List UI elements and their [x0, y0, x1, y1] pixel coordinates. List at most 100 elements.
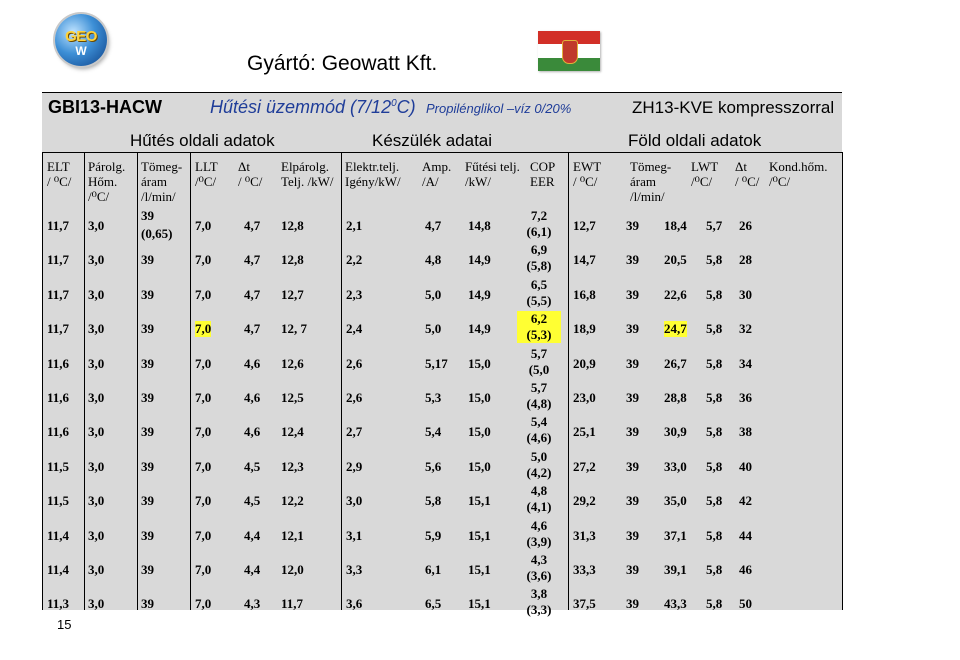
column-header-line: /⁰C/	[88, 189, 110, 204]
cell-gdt: 5,8	[706, 424, 723, 440]
column-header-line: Fűtési telj.	[465, 159, 520, 174]
cell-llt: 7,0	[195, 596, 212, 612]
cell-flow: 39	[141, 208, 154, 223]
column-divider	[137, 152, 138, 610]
cell-cond: 30	[739, 286, 752, 302]
cell-elt: 11,7	[47, 286, 70, 302]
column-header-line: /A/	[422, 174, 439, 189]
column-header: Amp./A/	[422, 159, 451, 189]
column-header-line: /⁰C/	[769, 174, 791, 189]
coat-of-arms-icon	[562, 40, 578, 64]
column-header: Elpárolg. Telj. /kW/	[281, 159, 334, 189]
cell-amp: 4,8	[425, 252, 442, 268]
cell-flow: 39	[141, 527, 154, 543]
cop-value: 4,3	[530, 552, 548, 567]
section-device-data: Készülék adatai	[372, 131, 493, 150]
column-header: Tömeg-áram/l/min/	[141, 159, 182, 204]
cell-dt: 4,5	[244, 458, 261, 474]
cell-gdt: 5,8	[706, 527, 723, 543]
cell-evap: 3,0	[88, 218, 105, 233]
column-divider	[84, 152, 85, 610]
cell-pow: 2,6	[346, 355, 363, 371]
cell-ewt: 16,8	[573, 286, 596, 302]
cop-value: 5,7	[530, 380, 548, 395]
cell-gdt: 5,8	[706, 252, 723, 268]
column-header-line: Tömeg-	[630, 159, 672, 174]
column-header-line: /l/min/	[630, 189, 665, 204]
header-divider	[42, 152, 842, 153]
eer-value: (3,6)	[526, 568, 552, 583]
cell-gflow: 39	[626, 562, 639, 577]
cell-ewt: 37,5	[573, 596, 596, 612]
cell-llt: 7,0	[195, 321, 212, 338]
cell-dt: 4,4	[244, 562, 261, 577]
cell-cop-eer: 5,4 (4,6)	[517, 414, 561, 446]
column-header-line: Párolg.	[88, 159, 126, 174]
cell-cond: 26	[739, 218, 752, 233]
cell-evap: 3,0	[88, 390, 105, 405]
cell-gdt: 5,8	[706, 390, 723, 405]
cell-pow: 2,9	[346, 458, 363, 474]
cell-cap: 12,7	[281, 286, 304, 302]
cell-dt: 4,7	[244, 286, 261, 302]
cell-evap: 3,0	[88, 424, 105, 440]
cell-lwt: 28,8	[664, 390, 687, 405]
column-header-line: LLT	[195, 159, 218, 174]
column-header-line: Telj. /kW/	[281, 174, 334, 189]
cop-value: 5,7	[530, 345, 548, 361]
logo-mark: W	[75, 44, 87, 58]
cell-pow: 2,7	[346, 424, 363, 440]
cell-lwt: 20,5	[664, 252, 687, 268]
cell-evap: 3,0	[88, 493, 105, 509]
cell-gflow: 39	[626, 218, 639, 233]
column-header: EWT / ⁰C/	[573, 159, 601, 189]
cell-heat: 15,1	[468, 527, 491, 543]
cell-cap: 11,7	[281, 596, 304, 612]
column-header-line: LWT	[691, 159, 719, 174]
cell-cop-eer: 4,6 (3,9)	[517, 518, 561, 550]
eer-value: (4,8)	[526, 396, 552, 411]
cell-dt: 4,7	[244, 252, 261, 268]
cell-lwt: 24,7	[664, 321, 687, 338]
cell-cond: 42	[739, 493, 752, 509]
column-header-line: áram	[630, 174, 656, 189]
column-header-line: COP	[530, 159, 556, 174]
column-header-line: / ⁰C/	[735, 174, 760, 189]
column-header-line: / ⁰C/	[573, 174, 598, 189]
cell-ewt: 23,0	[573, 390, 596, 405]
cell-llt: 7,0	[195, 458, 212, 474]
cell-dt: 4,5	[244, 493, 261, 509]
model-name: GBI13-HACW	[48, 97, 163, 117]
cell-gflow: 39	[626, 458, 639, 474]
cell-cop-eer: 6,5 (5,5)	[517, 277, 561, 309]
cell-ewt: 12,7	[573, 218, 596, 233]
cell-llt: 7,0	[195, 252, 212, 268]
cell-lwt: 18,4	[664, 218, 687, 233]
cell-evap: 3,0	[88, 286, 105, 302]
cell-elt: 11,7	[47, 321, 70, 337]
cell-gflow: 39	[626, 321, 639, 337]
column-header-line: Amp.	[422, 159, 452, 174]
cell-amp: 5,0	[425, 286, 442, 302]
cop-value: 4,8	[530, 483, 548, 499]
cell-pow: 2,3	[346, 286, 363, 302]
column-header: LWT/⁰C/	[691, 159, 718, 189]
cell-lwt: 43,3	[664, 596, 687, 612]
column-header-line: / ⁰C/	[47, 174, 72, 189]
cell-dt: 4,3	[244, 596, 261, 612]
cell-gdt: 5,8	[706, 596, 723, 612]
cell-heat: 15,1	[468, 493, 491, 509]
cell-llt: 7,0	[195, 493, 212, 509]
compressor-info: ZH13-KVE kompresszorral	[632, 98, 835, 117]
cell-cop-eer: 5,7 (5,0	[517, 346, 561, 378]
cell-ewt: 14,7	[573, 252, 596, 268]
cell-gdt: 5,7	[706, 218, 723, 233]
eer-value: (3,3)	[526, 602, 552, 618]
cell-gflow: 39	[626, 424, 639, 440]
section-divider	[341, 152, 342, 610]
cell-elt: 11,7	[47, 252, 70, 268]
column-header-line: Kond.hőm.	[769, 159, 828, 174]
table-top-rule	[42, 92, 842, 93]
column-header-line: Hőm.	[88, 174, 118, 189]
cell-flow: 39	[141, 424, 154, 440]
